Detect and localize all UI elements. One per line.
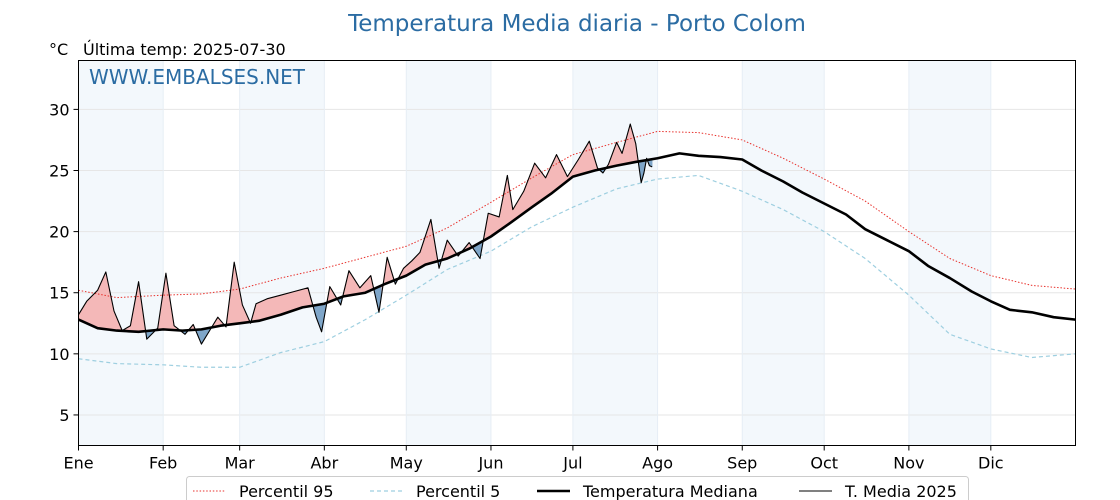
x-tick-label: Dic <box>978 454 1004 473</box>
anomaly-fill-warm <box>91 292 96 328</box>
legend-box <box>186 476 969 500</box>
legend: Percentil 95 Percentil 5 Temperatura Media… <box>186 476 969 500</box>
anomaly-fill-warm <box>94 289 98 329</box>
legend-label: Percentil 95 <box>239 482 334 500</box>
x-tick-label: Ago <box>642 454 673 473</box>
anomaly-fill-warm <box>285 292 290 314</box>
anomaly-fill-warm <box>277 294 281 316</box>
y-tick-label: 10 <box>49 345 69 364</box>
anomaly-fills <box>78 123 653 346</box>
month-band <box>572 60 658 446</box>
legend-label: Percentil 5 <box>416 482 500 500</box>
anomaly-fill-warm <box>299 288 303 309</box>
x-tick-label: Ene <box>63 454 93 473</box>
grid-lines <box>78 60 1076 446</box>
anomaly-fill-warm <box>539 169 544 202</box>
anomaly-fill-warm <box>274 295 279 317</box>
anomaly-fill-warm <box>291 291 295 312</box>
series-line-t-media-2025 <box>78 123 653 345</box>
anomaly-fill-warm <box>283 293 287 315</box>
x-tick-label: May <box>390 454 423 473</box>
anomaly-fill-warm <box>537 165 541 204</box>
month-band <box>78 60 164 446</box>
anomaly-fill-warm <box>86 297 90 325</box>
x-tick-label: Oct <box>810 454 838 473</box>
anomaly-fill-warm <box>302 288 306 308</box>
anomaly-fill-warm <box>272 296 276 318</box>
series-lines <box>77 123 1076 368</box>
x-tick-label: Jul <box>562 454 582 473</box>
x-tick-label: Mar <box>225 454 256 473</box>
y-tick-label: 25 <box>49 162 69 181</box>
anomaly-fill-warm <box>266 297 271 319</box>
last-temp-label: Última temp: 2025-07-30 <box>83 40 286 59</box>
y-unit-label: °C <box>49 40 68 59</box>
watermark: WWW.EMBALSES.NET <box>89 65 306 89</box>
y-tick-label: 20 <box>49 223 69 242</box>
anomaly-fill-warm <box>255 302 260 322</box>
x-tick-label: Jun <box>477 454 503 473</box>
month-band <box>908 60 991 446</box>
series-line-percentil-5 <box>78 174 1076 368</box>
legend-label: T. Media 2025 <box>844 482 957 500</box>
x-axis: Ene Feb Mar Abr May Jun Jul Ago Sep Oct Nov Dic <box>63 445 1004 473</box>
series-line-temperatura-mediana <box>77 152 1076 334</box>
anomaly-fill-warm <box>288 291 292 313</box>
anomaly-fill-warm <box>102 271 107 330</box>
anomaly-fill-warm <box>280 294 284 316</box>
x-tick-label: Nov <box>893 454 924 473</box>
y-tick-label: 5 <box>59 406 69 425</box>
y-axis: 5 10 15 20 25 30 <box>49 100 79 425</box>
x-tick-label: Feb <box>149 454 177 473</box>
anomaly-fill-warm <box>269 296 273 319</box>
plot-frame <box>78 60 1076 446</box>
anomaly-fill-warm <box>261 299 265 321</box>
y-tick-label: 15 <box>49 284 69 303</box>
anomaly-fill-warm <box>490 213 494 238</box>
month-band <box>742 60 825 446</box>
anomaly-fill-warm <box>304 287 309 308</box>
y-tick-label: 30 <box>49 100 69 119</box>
anomaly-fill-warm <box>296 289 301 310</box>
x-tick-label: Sep <box>727 454 757 473</box>
anomaly-fill-warm <box>100 277 104 330</box>
anomaly-fill-warm <box>293 290 298 311</box>
legend-label: Temperatura Mediana <box>582 482 758 500</box>
anomaly-fill-warm <box>487 212 492 239</box>
x-tick-label: Abr <box>310 454 338 473</box>
anomaly-fill-warm <box>534 162 538 206</box>
chart-title: Temperatura Media diaria - Porto Colom <box>347 11 806 37</box>
anomaly-fill-warm <box>258 300 262 322</box>
anomaly-fill-warm <box>97 284 101 329</box>
anomaly-fill-warm <box>263 298 268 320</box>
month-band <box>239 60 325 446</box>
anomaly-fill-warm <box>89 295 93 327</box>
month-shading <box>78 60 991 446</box>
